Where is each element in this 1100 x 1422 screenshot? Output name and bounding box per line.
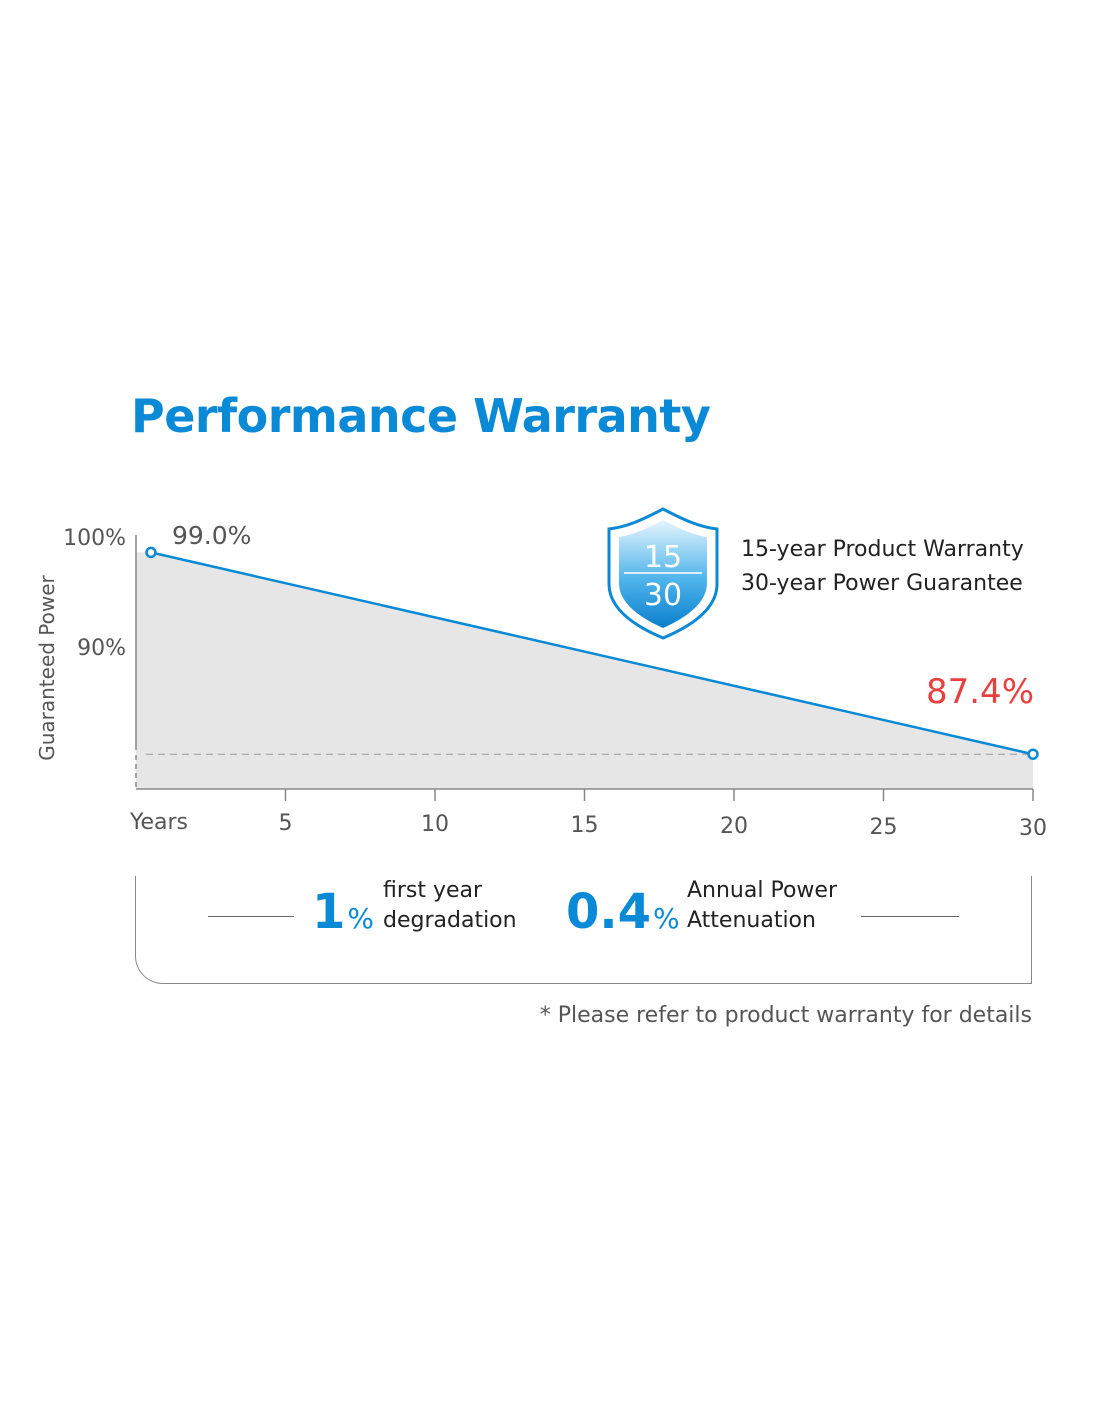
degradation-line (150, 551, 1034, 756)
stat-label-line: first year (383, 878, 483, 903)
stat-unit: % (653, 902, 680, 935)
area-fill (136, 552, 1033, 789)
annual-attenuation-label: Annual Power Attenuation (687, 876, 857, 936)
stat-label-line: degradation (383, 908, 517, 933)
end-value-label: 87.4% (926, 672, 1034, 712)
page-title: Performance Warranty (131, 389, 711, 443)
x-tick-label: 5 (279, 811, 293, 836)
stat-number: 0.4 (566, 884, 652, 940)
x-axis-title: Years (129, 810, 188, 835)
stat-label-line: Annual Power (687, 878, 837, 903)
x-tick-label: 25 (870, 815, 898, 840)
shield-top-number: 15 (644, 540, 682, 575)
warranty-product-text: 15-year Product Warranty (741, 537, 1024, 562)
start-point (145, 546, 157, 559)
stat-divider-left (208, 916, 294, 917)
stat-unit: % (347, 902, 375, 935)
shield-inner-icon (619, 520, 707, 628)
stat-divider-right (861, 916, 959, 917)
warranty-power-text: 30-year Power Guarantee (741, 571, 1023, 596)
start-value-label: 99.0% (172, 521, 251, 550)
footnote: * Please refer to product warranty for d… (539, 1003, 1032, 1028)
stat-label-line: Attenuation (687, 908, 816, 933)
x-tick-label: 20 (720, 814, 748, 839)
annual-attenuation-value: 0.4% (566, 880, 680, 951)
first-year-degradation-value: 1% (312, 880, 374, 951)
stats-panel: 1% first year degradation 0.4% Annual Po… (135, 876, 1032, 984)
x-tick-label: 15 (571, 813, 599, 838)
stat-number: 1 (312, 884, 346, 940)
first-year-degradation-label: first year degradation (383, 876, 553, 936)
y-tick-label: 90% (77, 636, 126, 661)
end-point (1027, 748, 1039, 760)
y-tick-label: 100% (63, 526, 126, 551)
x-tick-label: 30 (1019, 816, 1047, 841)
shield-bottom-number: 30 (644, 578, 682, 613)
y-axis-title: Guaranteed Power (35, 574, 59, 760)
x-tick-label: 10 (421, 812, 449, 837)
